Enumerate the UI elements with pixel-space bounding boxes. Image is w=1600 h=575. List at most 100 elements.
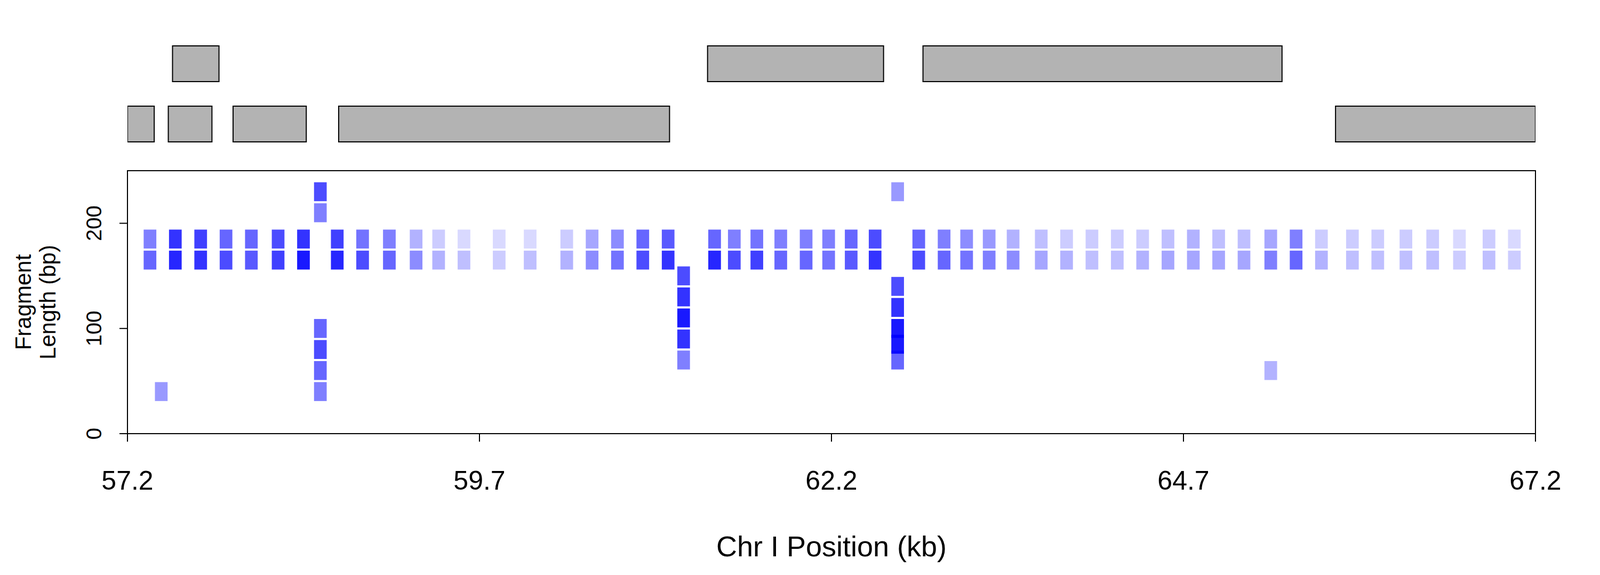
cell — [661, 250, 675, 270]
cell — [1346, 250, 1359, 270]
cell — [1187, 250, 1200, 270]
x-tick — [126, 433, 128, 442]
cell — [492, 250, 506, 270]
cell — [585, 229, 599, 248]
cell — [1315, 229, 1328, 248]
cell — [1264, 250, 1278, 270]
frame — [127, 170, 1536, 434]
cell — [1187, 229, 1200, 248]
cell — [314, 182, 327, 202]
x-tick-label: 57.2 — [101, 465, 154, 496]
cell — [868, 229, 882, 248]
cell — [677, 350, 691, 370]
cell — [194, 250, 207, 270]
cell — [912, 229, 926, 248]
cell — [1060, 229, 1074, 248]
y-tick-label: 100 — [82, 310, 106, 347]
cells — [143, 182, 1521, 402]
cell — [774, 229, 788, 248]
cell — [314, 203, 327, 222]
cell — [1006, 250, 1020, 270]
cell — [661, 229, 675, 248]
cell — [219, 229, 233, 248]
cell — [774, 250, 788, 270]
cell — [382, 229, 396, 248]
y-axis-label: Length (bp) — [35, 244, 61, 360]
cell — [1161, 229, 1175, 248]
cell — [560, 229, 574, 248]
cell — [457, 250, 471, 270]
cell — [1371, 229, 1384, 248]
cell — [1085, 229, 1099, 248]
background — [0, 0, 1600, 575]
cell — [636, 250, 650, 270]
cell — [1346, 229, 1359, 248]
cell — [982, 250, 996, 270]
cell — [457, 229, 471, 248]
cell — [356, 229, 370, 248]
cell — [891, 182, 904, 202]
cell — [272, 229, 285, 248]
cell — [1264, 229, 1278, 248]
cell — [432, 229, 446, 248]
cell — [314, 339, 327, 359]
cell — [297, 229, 310, 248]
cell — [382, 250, 396, 270]
cell — [1371, 250, 1384, 270]
cell — [297, 250, 310, 270]
x-tick-label: 67.2 — [1509, 465, 1562, 496]
cell — [1482, 229, 1496, 248]
cell — [891, 350, 904, 370]
gene — [127, 106, 155, 142]
cell — [330, 250, 344, 270]
cell — [1110, 250, 1124, 270]
cell — [143, 250, 157, 270]
genes — [127, 45, 1536, 142]
cell — [822, 229, 836, 248]
cell — [1453, 250, 1467, 270]
cell — [960, 229, 974, 248]
x-tick-label: 62.2 — [805, 465, 858, 496]
gene — [923, 45, 1283, 82]
cell — [728, 250, 741, 270]
y-tick-label: 200 — [82, 205, 106, 242]
cell — [1034, 250, 1048, 270]
cell — [677, 329, 691, 349]
cell — [1212, 250, 1226, 270]
cell — [356, 250, 370, 270]
cell — [1212, 229, 1226, 248]
y-axis-label: Fragment — [10, 253, 36, 350]
cell — [314, 318, 327, 338]
cell — [844, 250, 858, 270]
cell — [409, 229, 423, 248]
cell — [1289, 229, 1303, 248]
gene — [338, 106, 670, 142]
cell — [800, 229, 813, 248]
cell — [1315, 250, 1328, 270]
cell — [822, 250, 836, 270]
gene — [172, 45, 219, 82]
cell — [937, 250, 951, 270]
cell — [677, 287, 691, 307]
cell — [194, 229, 207, 248]
cell — [1136, 250, 1150, 270]
cell — [523, 229, 537, 248]
cell — [891, 276, 904, 296]
cell — [272, 250, 285, 270]
cell — [219, 250, 233, 270]
cell — [1006, 229, 1020, 248]
cell — [244, 250, 258, 270]
x-tick — [1534, 433, 1536, 442]
cell — [982, 229, 996, 248]
cell — [937, 229, 951, 248]
cell — [330, 229, 344, 248]
cell — [1453, 229, 1467, 248]
cell — [728, 229, 741, 248]
cell — [891, 298, 904, 317]
x-tick — [1182, 433, 1184, 442]
chart: 57.259.762.264.767.20100200Chr I Positio… — [0, 0, 1600, 575]
cell — [154, 381, 168, 401]
cell — [912, 250, 926, 270]
cell — [1426, 229, 1439, 248]
x-axis-label: Chr I Position (kb) — [716, 530, 947, 563]
